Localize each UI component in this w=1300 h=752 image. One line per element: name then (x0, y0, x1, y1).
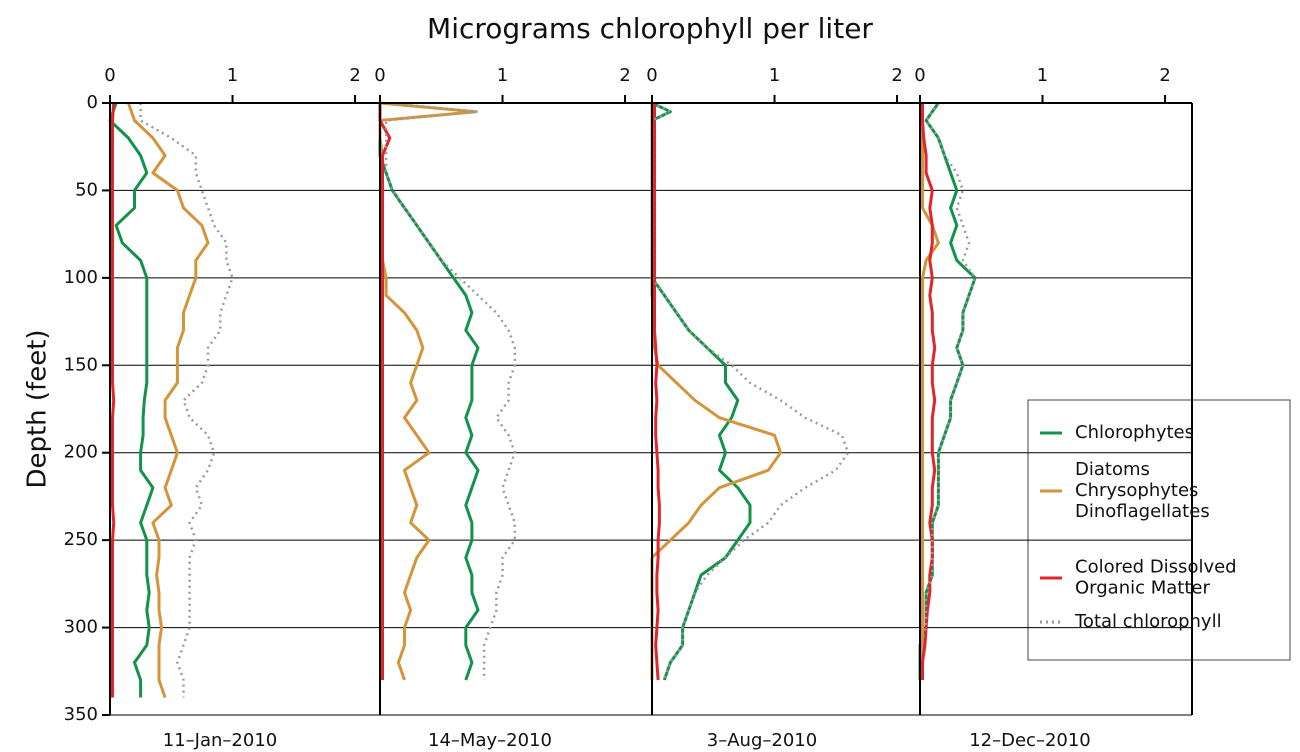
y-tick-label: 350 (64, 704, 98, 725)
legend-label: Colored Dissolved (1075, 557, 1237, 578)
profile-line (650, 103, 783, 680)
profile-line (378, 103, 480, 681)
x-tick-label: 0 (646, 65, 657, 86)
legend-label: Diatoms (1075, 459, 1150, 480)
y-tick-label: 150 (64, 354, 98, 375)
x-tick-label: 0 (374, 65, 385, 86)
x-tick-label: 1 (1037, 65, 1048, 86)
profile-line (108, 102, 155, 698)
panel-date: 12–Dec–2010 (969, 730, 1091, 751)
panel-date: 14–May–2010 (428, 730, 552, 751)
y-tick-label: 300 (64, 617, 98, 638)
x-tick-label: 0 (104, 65, 115, 86)
profile-line (650, 101, 850, 681)
y-tick-label: 100 (64, 267, 98, 288)
profile-line (921, 103, 940, 680)
x-tick-label: 1 (227, 65, 238, 86)
profile-line (378, 103, 392, 680)
profile-line (653, 103, 661, 681)
legend-label: Organic Matter (1075, 578, 1210, 599)
y-axis-title: Depth (feet) (23, 329, 53, 488)
panel-date: 11–Jan–2010 (163, 730, 277, 751)
legend-box (1027, 399, 1291, 661)
x-tick-label: 1 (769, 65, 780, 86)
y-tick-label: 50 (75, 179, 98, 200)
legend-label: Total chlorophyll (1074, 611, 1222, 632)
legend-label: Chrysophytes (1075, 480, 1198, 501)
profile-line (921, 103, 937, 680)
profile-line (384, 101, 517, 680)
chart-title: Micrograms chlorophyll per liter (427, 12, 873, 45)
legend-label: Chlorophytes (1075, 422, 1194, 443)
y-tick-label: 0 (87, 92, 98, 113)
x-tick-label: 2 (1159, 65, 1170, 86)
profile-line (378, 101, 478, 681)
y-tick-label: 200 (64, 442, 98, 463)
x-tick-label: 0 (914, 65, 925, 86)
profile-line (139, 103, 234, 698)
y-tick-label: 250 (64, 529, 98, 550)
panel-date: 3–Aug–2010 (707, 730, 817, 751)
profile-line (650, 101, 752, 681)
x-tick-label: 2 (349, 65, 360, 86)
profile-line (126, 102, 210, 698)
legend-label: Dinoflagellates (1075, 501, 1210, 522)
x-tick-label: 2 (891, 65, 902, 86)
profile-line (111, 102, 116, 698)
x-tick-label: 2 (619, 65, 630, 86)
x-tick-label: 1 (497, 65, 508, 86)
